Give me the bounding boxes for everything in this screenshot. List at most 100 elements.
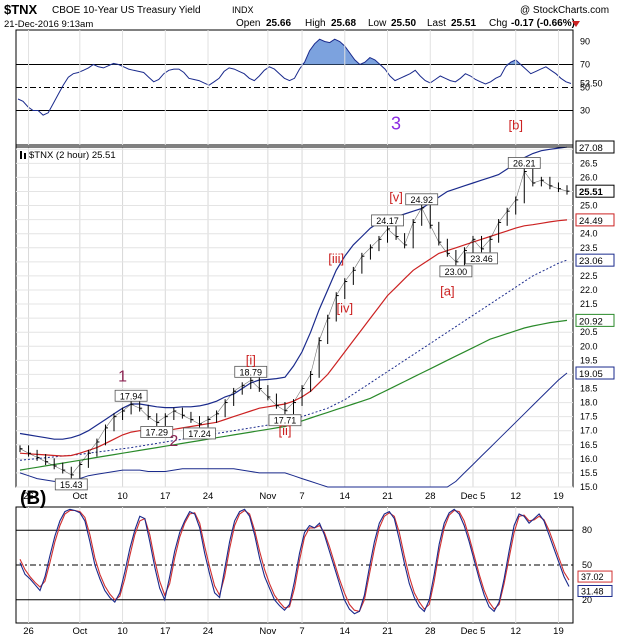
price-right-label: 24.49	[575, 213, 615, 227]
price-right-label-box	[575, 253, 615, 267]
stoch-x-tick-label: 28	[425, 626, 436, 637]
price-tick-label: 21.5	[580, 299, 598, 309]
stoch-tick-label: 80	[582, 525, 592, 535]
price-tick-label: 22.5	[580, 271, 598, 281]
stoch-x-tick-label: Nov	[259, 626, 276, 637]
rsi-tick-label: 70	[580, 60, 590, 70]
price-right-label-text: 20.92	[579, 316, 603, 327]
price-right-label: 19.05	[575, 366, 615, 380]
price-tick-label: 23.5	[580, 243, 598, 253]
price-x-tick-label: 17	[160, 491, 171, 502]
price-line	[19, 170, 568, 476]
high-value: 25.68	[331, 18, 356, 29]
price-layer: 15.43 17.94 17.29 17.24 18.79 17.71 24.17 24.92…	[16, 114, 615, 502]
price-label: 24.92	[405, 193, 439, 206]
last-label: Last	[427, 18, 446, 29]
wave-label: [iv]	[336, 300, 353, 315]
wave-label: 1	[118, 368, 127, 385]
price-right-label-box	[575, 184, 615, 198]
stochastic-panel	[15, 506, 574, 624]
stoch-x-tick-label: 7	[299, 626, 304, 637]
stoch-x-tick-label: 19	[553, 626, 564, 637]
price-x-tick-label: Nov	[259, 491, 276, 502]
stoch-x-tick-label: 14	[339, 626, 350, 637]
price-label-text: 17.29	[145, 428, 168, 438]
price-right-label: 23.06	[575, 253, 615, 267]
price-tick-label: 22.0	[580, 285, 598, 295]
wave-label: [i]	[246, 353, 256, 368]
wave-label: [v]	[389, 189, 403, 204]
price-x-tick-label: 19	[553, 491, 564, 502]
symbol: $TNX	[4, 2, 38, 17]
chg-label: Chg	[489, 18, 507, 29]
price-tick-label: 15.5	[580, 468, 598, 478]
price-right-label-text: 25.51	[579, 187, 603, 198]
price-tick-label: 24.0	[580, 229, 598, 239]
price-label-text: 24.17	[376, 216, 399, 226]
stoch-x-tick-label: 10	[117, 626, 128, 637]
price-label: 23.46	[465, 252, 498, 265]
price-right-label-text: 23.06	[579, 256, 603, 267]
price-label: 23.00	[439, 265, 473, 278]
stoch-right-label-box	[577, 570, 613, 583]
price-right-label-text: 27.08	[579, 143, 603, 154]
price-tick-label: 20.0	[580, 341, 598, 351]
price-tick-label: 26.5	[580, 158, 598, 168]
price-x-tick-label: 14	[339, 491, 350, 502]
wave-label: [a]	[440, 284, 454, 299]
stoch-d-line	[19, 509, 570, 613]
price-x-tick-label: Oct	[72, 491, 87, 502]
wave-label: [ii]	[278, 423, 291, 438]
price-label-box	[54, 478, 88, 491]
price-label-text: 18.79	[240, 367, 263, 377]
price-label: 17.29	[140, 426, 174, 438]
price-label-box	[183, 427, 216, 440]
price-label-box	[140, 426, 174, 438]
rsi-tick-label: 50	[580, 83, 590, 93]
price-right-label: 27.08	[575, 140, 615, 154]
wave-label: 3	[391, 114, 401, 134]
upper-band-line	[19, 146, 568, 440]
price-x-tick-label: 28	[425, 491, 436, 502]
price-label-box	[268, 414, 302, 427]
wave-label: [iii]	[328, 251, 344, 266]
price-right-label-box	[575, 366, 615, 380]
price-label-box	[439, 265, 473, 278]
date: 21-Dec-2016 9:13am	[4, 19, 93, 30]
stoch-x-tick-label: 21	[382, 626, 393, 637]
price-label: 15.43	[54, 478, 88, 491]
price-label-text: 26.21	[513, 158, 536, 168]
stoch-x-tick-label: 12	[510, 626, 521, 637]
price-right-label-box	[575, 213, 615, 227]
stoch-right-label-box	[577, 584, 613, 597]
rsi-last-value: 53.50	[580, 78, 603, 88]
wave-label: [b]	[508, 118, 522, 133]
price-right-label-text: 24.49	[579, 216, 603, 227]
open-label: Open	[236, 18, 260, 29]
price-label-box	[405, 193, 439, 206]
high-label: High	[305, 18, 326, 29]
stoch-right-label: 31.48	[577, 584, 613, 597]
price-label-text: 23.46	[470, 254, 493, 264]
description: CBOE 10-Year US Treasury Yield	[52, 5, 201, 16]
rsi-tick-label: 30	[580, 106, 590, 116]
price-right-label-box	[575, 313, 615, 327]
price-x-tick-label: 24	[203, 491, 214, 502]
price-x-tick-label: 21	[382, 491, 393, 502]
rsi-overbought-fill	[359, 57, 380, 65]
price-tick-label: 25.0	[580, 201, 598, 211]
price-label-text: 24.92	[410, 195, 433, 205]
price-tick-label: 16.0	[580, 454, 598, 464]
price-tick-label: 16.5	[580, 440, 598, 450]
stoch-x-tick-label: 17	[160, 626, 171, 637]
chg-value: -0.17 (-0.66%)	[511, 18, 575, 29]
stochastic-layer: 80 50 20 37.02 31.48 26 Oct 10 17 24 Nov 7 14 21 28 Dec…	[16, 507, 613, 637]
price-right-label: 20.92	[575, 313, 615, 327]
price-label-text: 17.71	[274, 416, 297, 426]
price-tick-label: 17.0	[580, 426, 598, 436]
stoch-right-label-text: 37.02	[581, 572, 604, 582]
price-label: 26.21	[507, 157, 541, 169]
panel-label: (B)	[20, 488, 46, 509]
stoch-tick-label: 20	[582, 595, 592, 605]
